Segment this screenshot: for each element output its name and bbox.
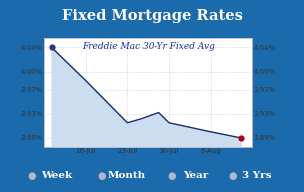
Text: ●: ●: [168, 171, 176, 181]
Text: ●: ●: [228, 171, 237, 181]
Text: ●: ●: [28, 171, 36, 181]
Text: Fixed Mortgage Rates: Fixed Mortgage Rates: [62, 9, 242, 23]
Text: Freddie Mac 30-Yr Fixed Avg: Freddie Mac 30-Yr Fixed Avg: [82, 42, 215, 51]
Text: Week: Week: [41, 171, 72, 180]
Text: 3 Yrs: 3 Yrs: [242, 171, 272, 180]
Text: Year: Year: [183, 171, 209, 180]
Text: ●: ●: [98, 171, 106, 181]
Text: Month: Month: [107, 171, 145, 180]
